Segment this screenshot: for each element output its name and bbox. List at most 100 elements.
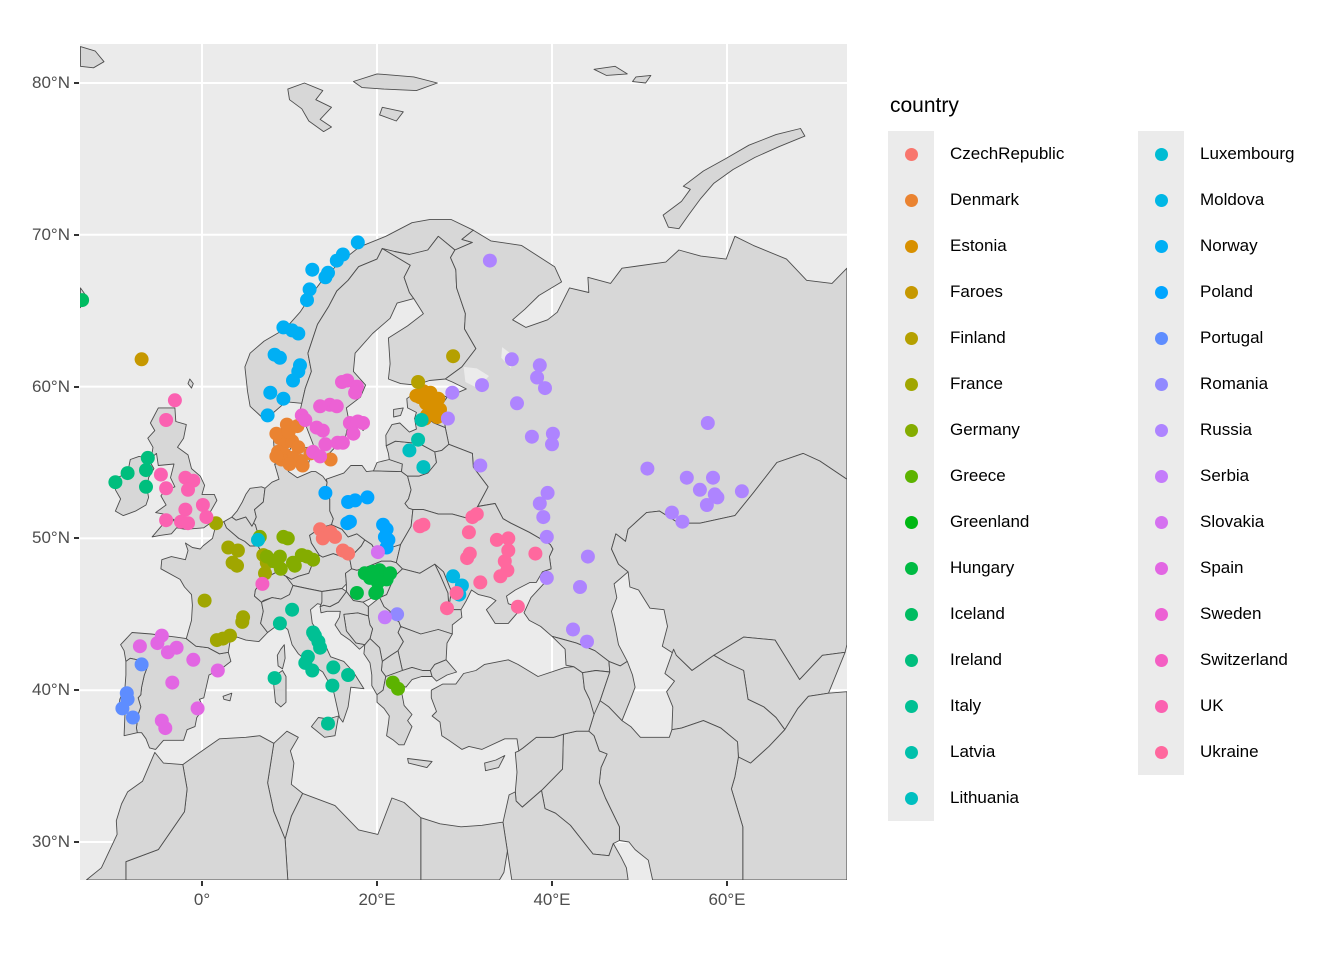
legend-entry-italy: Italy xyxy=(888,683,1120,729)
y-axis-label: 80°N xyxy=(32,73,70,92)
data-point-russia xyxy=(445,385,460,400)
data-point-spain xyxy=(158,721,173,736)
data-point-norway xyxy=(302,282,317,297)
country-outline xyxy=(352,73,438,92)
data-point-hungary xyxy=(370,584,384,599)
data-point-sweden xyxy=(313,449,328,464)
data-point-sweden xyxy=(329,399,344,414)
legend-entry-lithuania: Lithuania xyxy=(888,775,1120,821)
data-point-russia xyxy=(530,370,545,385)
data-point-ukraine xyxy=(501,543,516,558)
data-point-uk xyxy=(181,482,195,497)
country-outline xyxy=(80,46,105,69)
data-point-sweden xyxy=(318,437,333,452)
data-point-sweden xyxy=(335,375,349,389)
data-point-italy xyxy=(326,660,341,675)
data-point-germany xyxy=(280,531,295,546)
legend-entry-finland: Finland xyxy=(888,315,1120,361)
data-point-denmark xyxy=(269,426,284,441)
data-point-russia xyxy=(573,580,587,594)
europe-map xyxy=(80,44,847,880)
legend-dot-icon xyxy=(1154,699,1168,713)
data-point-russia xyxy=(545,426,560,441)
legend-dot-icon xyxy=(904,285,918,299)
country-outline xyxy=(86,751,188,880)
legend-key xyxy=(888,361,934,407)
data-point-sweden xyxy=(348,385,363,400)
legend-label: Hungary xyxy=(950,558,1015,577)
legend-key xyxy=(888,729,934,775)
legend-dot-icon xyxy=(904,791,918,805)
legend-dot-icon xyxy=(1154,331,1168,345)
data-point-latvia xyxy=(411,432,426,447)
legend-entry-russia: Russia xyxy=(1138,407,1344,453)
data-point-sweden xyxy=(335,435,350,450)
legend-entry-uk: UK xyxy=(1138,683,1344,729)
legend-key xyxy=(1138,499,1184,545)
data-point-russia xyxy=(475,378,489,393)
legend-key xyxy=(888,407,934,453)
map-panel xyxy=(80,44,847,880)
legend-label: Slovakia xyxy=(1200,512,1265,531)
data-point-russia xyxy=(504,352,519,367)
country-outline xyxy=(222,692,233,702)
data-point-russia xyxy=(482,253,497,268)
data-point-ukraine xyxy=(469,507,484,522)
y-axis-tick xyxy=(74,233,79,236)
legend-key xyxy=(1138,637,1184,683)
data-point-ukraine xyxy=(501,531,516,546)
x-axis-tick xyxy=(376,881,378,886)
legend-key xyxy=(888,177,934,223)
data-point-russia xyxy=(539,529,554,544)
legend-dot-icon xyxy=(904,607,918,621)
x-axis-label: 40°E xyxy=(533,890,571,909)
country-outline xyxy=(407,758,433,769)
legend-label: Greece xyxy=(950,466,1006,485)
country-outline xyxy=(393,407,404,418)
data-point-norway xyxy=(260,408,275,423)
legend-key xyxy=(888,453,934,499)
lake xyxy=(463,366,489,389)
data-point-norway xyxy=(318,270,333,285)
legend-key xyxy=(1138,545,1184,591)
data-point-slovakia xyxy=(370,545,385,560)
legend-dot-icon xyxy=(904,147,918,161)
data-point-uk xyxy=(195,498,210,512)
data-point-uk xyxy=(159,413,174,427)
data-point-germany xyxy=(306,552,321,567)
legend-key xyxy=(1138,177,1184,223)
data-point-denmark xyxy=(282,457,297,471)
legend-key xyxy=(1138,683,1184,729)
data-point-switzerland xyxy=(255,576,270,591)
data-point-hungary xyxy=(349,586,364,600)
legend-key xyxy=(888,269,934,315)
legend-entry-moldova: Moldova xyxy=(1138,177,1344,223)
legend-entry-luxembourg: Luxembourg xyxy=(1138,131,1344,177)
data-point-russia xyxy=(440,411,455,426)
legend-entry-poland: Poland xyxy=(1138,269,1344,315)
legend-dot-icon xyxy=(1154,469,1168,483)
data-point-ireland xyxy=(139,463,153,478)
legend-label: Spain xyxy=(1200,558,1244,577)
data-point-uk xyxy=(178,502,193,517)
data-point-estonia xyxy=(430,410,445,424)
legend-key xyxy=(1138,361,1184,407)
data-point-russia xyxy=(640,461,655,476)
data-point-france xyxy=(197,593,212,608)
legend-entry-denmark: Denmark xyxy=(888,177,1120,223)
legend-dot-icon xyxy=(1154,239,1168,253)
data-point-france xyxy=(235,614,250,629)
data-point-ukraine xyxy=(440,601,454,616)
data-point-italy xyxy=(341,668,356,682)
data-point-denmark xyxy=(269,449,284,464)
legend-entry-portugal: Portugal xyxy=(1138,315,1344,361)
data-point-france xyxy=(209,633,224,648)
legend-dot-icon xyxy=(904,377,918,391)
legend-entry-france: France xyxy=(888,361,1120,407)
x-axis-tick xyxy=(726,881,728,886)
legend-dot-icon xyxy=(904,331,918,345)
legend-label: Poland xyxy=(1200,282,1253,301)
x-axis-tick xyxy=(201,881,203,886)
legend-dot-icon xyxy=(904,193,918,207)
legend-label: Romania xyxy=(1200,374,1269,393)
